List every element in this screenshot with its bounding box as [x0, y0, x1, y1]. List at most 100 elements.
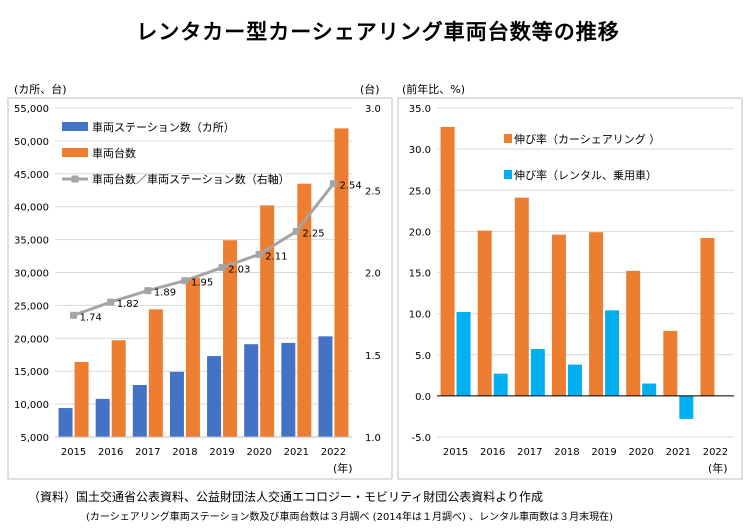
left-axis-unit: (カ所、台) [14, 82, 67, 96]
left-y-tick-label: 15,000 [14, 367, 49, 378]
bar-vehicles [148, 309, 163, 437]
legend-label-rental-growth: 伸び率（レンタル、乗用車） [514, 168, 657, 182]
growth-x-tick-label: 2021 [666, 447, 691, 458]
legend-label-carsharing-growth: 伸び率（カーシェアリング ） [514, 132, 660, 146]
right-y-tick-label: 3.0 [365, 104, 381, 115]
right-x-axis-label: (年) [708, 461, 728, 475]
growth-x-tick-label: 2019 [591, 447, 616, 458]
left-y-tick-label: 50,000 [14, 137, 49, 148]
right-y-tick-label: 1.0 [365, 433, 381, 444]
left-y-tick-label: 5,000 [20, 433, 49, 444]
bar-vehicles [111, 340, 126, 437]
ratio-marker [218, 264, 226, 272]
growth-x-tick-label: 2018 [554, 447, 579, 458]
legend-label-stations: 車両ステーション数（カ所） [92, 120, 235, 134]
bar-stations [318, 336, 333, 437]
bar-stations [95, 398, 110, 437]
ratio-data-label: 1.89 [154, 288, 176, 299]
left-chart-border [7, 97, 393, 480]
left-x-axis-label: (年) [333, 461, 353, 475]
bar-carsharing-growth [477, 230, 492, 396]
bar-carsharing-growth [589, 232, 604, 396]
growth-y-tick-label: 0.0 [415, 392, 431, 403]
left-x-tick-label: 2017 [135, 447, 160, 458]
left-x-tick-label: 2018 [172, 447, 197, 458]
bar-stations [244, 344, 259, 437]
growth-y-tick-label: 5.0 [415, 351, 431, 362]
left-y-tick-label: 30,000 [14, 269, 49, 280]
left-y-tick-label: 45,000 [14, 170, 49, 181]
bar-rental-growth [679, 395, 694, 419]
bar-vehicles [223, 240, 238, 437]
bar-vehicles [74, 361, 89, 437]
left-x-tick-label: 2021 [284, 447, 309, 458]
growth-y-tick-label: 15.0 [409, 269, 431, 280]
bar-rental-growth [530, 348, 545, 396]
legend-label-ratio: 車両台数／車両ステーション数（右軸） [92, 172, 290, 186]
ratio-data-label: 2.03 [228, 265, 250, 276]
growth-x-tick-label: 2015 [443, 447, 468, 458]
left-x-tick-label: 2022 [321, 447, 346, 458]
ratio-marker [255, 250, 263, 258]
legend-swatch-vehicles [62, 148, 88, 157]
footnote-source: （資料）国土交通省公表資料、公益財団法人交通エコロジー・モビリティ財団公表資料よ… [28, 490, 544, 504]
growth-x-tick-label: 2017 [517, 447, 542, 458]
ratio-marker [181, 277, 189, 285]
bar-rental-growth [493, 373, 508, 396]
right-axis-unit: (台) [360, 82, 380, 96]
legend-swatch-carsharing-growth [504, 134, 512, 143]
growth-y-tick-label: 30.0 [409, 145, 431, 156]
bar-vehicles [260, 205, 275, 437]
legend-swatch-stations [62, 122, 88, 131]
bar-carsharing-growth [663, 330, 678, 396]
bar-carsharing-growth [700, 237, 715, 396]
bar-rental-growth [567, 364, 582, 396]
bar-rental-growth [642, 383, 657, 396]
right-y-tick-label: 1.5 [365, 351, 381, 362]
left-y-tick-label: 25,000 [14, 301, 49, 312]
bar-vehicles [334, 128, 349, 437]
legend-marker-ratio [71, 175, 79, 183]
ratio-marker [292, 227, 300, 235]
left-x-tick-label: 2020 [246, 447, 271, 458]
ratio-data-label: 1.95 [191, 278, 213, 289]
growth-y-tick-label: 20.0 [409, 227, 431, 238]
growth-x-tick-label: 2016 [480, 447, 505, 458]
ratio-data-label: 1.74 [80, 312, 102, 323]
growth-axis-unit: (前年比、%) [402, 82, 465, 96]
growth-y-tick-label: -5.0 [411, 433, 431, 444]
ratio-data-label: 2.25 [302, 228, 324, 239]
footnote-note: (カーシェアリング車両ステーション数及び車両台数は３月調べ (2014年は１月調… [86, 512, 614, 523]
left-y-tick-label: 40,000 [14, 203, 49, 214]
page-title: レンタカー型カーシェアリング車両台数等の推移 [136, 20, 620, 44]
bar-carsharing-growth [514, 197, 529, 396]
bar-stations [281, 342, 296, 437]
bar-carsharing-growth [626, 270, 641, 396]
left-x-tick-label: 2019 [209, 447, 234, 458]
bar-stations [207, 356, 222, 437]
left-x-tick-label: 2015 [61, 447, 86, 458]
legend-label-vehicles: 車両台数 [92, 146, 136, 160]
growth-x-tick-label: 2020 [628, 447, 653, 458]
ratio-marker [329, 180, 337, 188]
ratio-marker [144, 287, 152, 295]
bar-vehicles [297, 183, 312, 437]
growth-y-tick-label: 35.0 [409, 104, 431, 115]
growth-y-tick-label: 25.0 [409, 186, 431, 197]
left-y-tick-label: 35,000 [14, 236, 49, 247]
ratio-line [73, 182, 335, 317]
legend-swatch-rental-growth [504, 170, 512, 179]
left-y-tick-label: 55,000 [14, 104, 49, 115]
right-chart-border [397, 97, 743, 480]
bar-rental-growth [456, 311, 471, 396]
bar-carsharing-growth [440, 126, 455, 396]
left-y-tick-label: 10,000 [14, 400, 49, 411]
bar-stations [169, 371, 184, 437]
bar-carsharing-growth [551, 234, 566, 396]
ratio-marker [107, 298, 115, 306]
right-y-tick-label: 2.5 [365, 186, 381, 197]
left-y-tick-label: 20,000 [14, 334, 49, 345]
left-chart: 5,000 10,000 15,000 20,000 25,000 30,000 35,00… [14, 104, 381, 458]
bar-stations [58, 408, 73, 437]
